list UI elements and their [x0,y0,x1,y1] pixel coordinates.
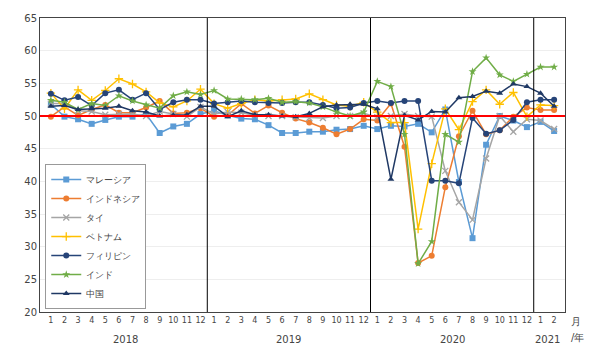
svg-text:7: 7 [130,316,135,325]
svg-text:5: 5 [266,316,271,325]
svg-text:50: 50 [24,111,37,122]
svg-text:7: 7 [456,316,461,325]
svg-text:2: 2 [552,316,557,325]
svg-text:6: 6 [443,316,448,325]
svg-text:35: 35 [24,209,37,220]
svg-text:60: 60 [24,45,37,56]
svg-text:10: 10 [168,316,178,325]
svg-text:12: 12 [522,316,532,325]
svg-text:9: 9 [157,316,162,325]
svg-text:2021: 2021 [535,334,560,345]
svg-text:タイ: タイ [86,213,104,223]
svg-text:30: 30 [24,241,37,252]
svg-text:インド: インド [86,270,113,280]
svg-text:3: 3 [239,316,244,325]
svg-text:10: 10 [495,316,505,325]
svg-text:4: 4 [252,316,257,325]
svg-text:2018: 2018 [113,334,138,345]
svg-text:10: 10 [331,316,341,325]
svg-text:8: 8 [307,316,312,325]
svg-text:25: 25 [24,274,37,285]
svg-text:1: 1 [212,316,217,325]
svg-text:40: 40 [24,176,37,187]
svg-text:マレーシア: マレーシア [86,175,131,185]
svg-text:11: 11 [345,316,355,325]
svg-text:2019: 2019 [276,334,301,345]
svg-text:9: 9 [320,316,325,325]
svg-text:12: 12 [359,316,369,325]
svg-text:2: 2 [388,316,393,325]
svg-text:2020: 2020 [440,334,465,345]
svg-text:5: 5 [429,316,434,325]
svg-text:6: 6 [116,316,121,325]
svg-text:4: 4 [89,316,94,325]
svg-text:4: 4 [416,316,421,325]
svg-text:11: 11 [182,316,192,325]
svg-text:45: 45 [24,143,37,154]
svg-text:2: 2 [225,316,230,325]
svg-text:月: 月 [571,316,581,327]
svg-text:フィリピン: フィリピン [86,251,131,261]
svg-text:3: 3 [76,316,81,325]
svg-text:6: 6 [280,316,285,325]
svg-text:ベトナム: ベトナム [86,232,122,242]
svg-text:7: 7 [293,316,298,325]
svg-text:3: 3 [402,316,407,325]
svg-text:8: 8 [144,316,149,325]
svg-text:インドネシア: インドネシア [86,194,140,204]
svg-text:5: 5 [103,316,108,325]
svg-text:8: 8 [470,316,475,325]
svg-text:1: 1 [48,316,53,325]
svg-text:/年: /年 [571,332,584,343]
svg-text:65: 65 [24,13,37,24]
svg-text:中国: 中国 [86,289,104,299]
svg-text:2: 2 [62,316,67,325]
svg-text:12: 12 [195,316,205,325]
svg-text:55: 55 [24,78,37,89]
svg-text:20: 20 [24,307,37,318]
svg-text:1: 1 [538,316,543,325]
svg-text:11: 11 [508,316,518,325]
svg-text:1: 1 [375,316,380,325]
svg-text:9: 9 [484,316,489,325]
